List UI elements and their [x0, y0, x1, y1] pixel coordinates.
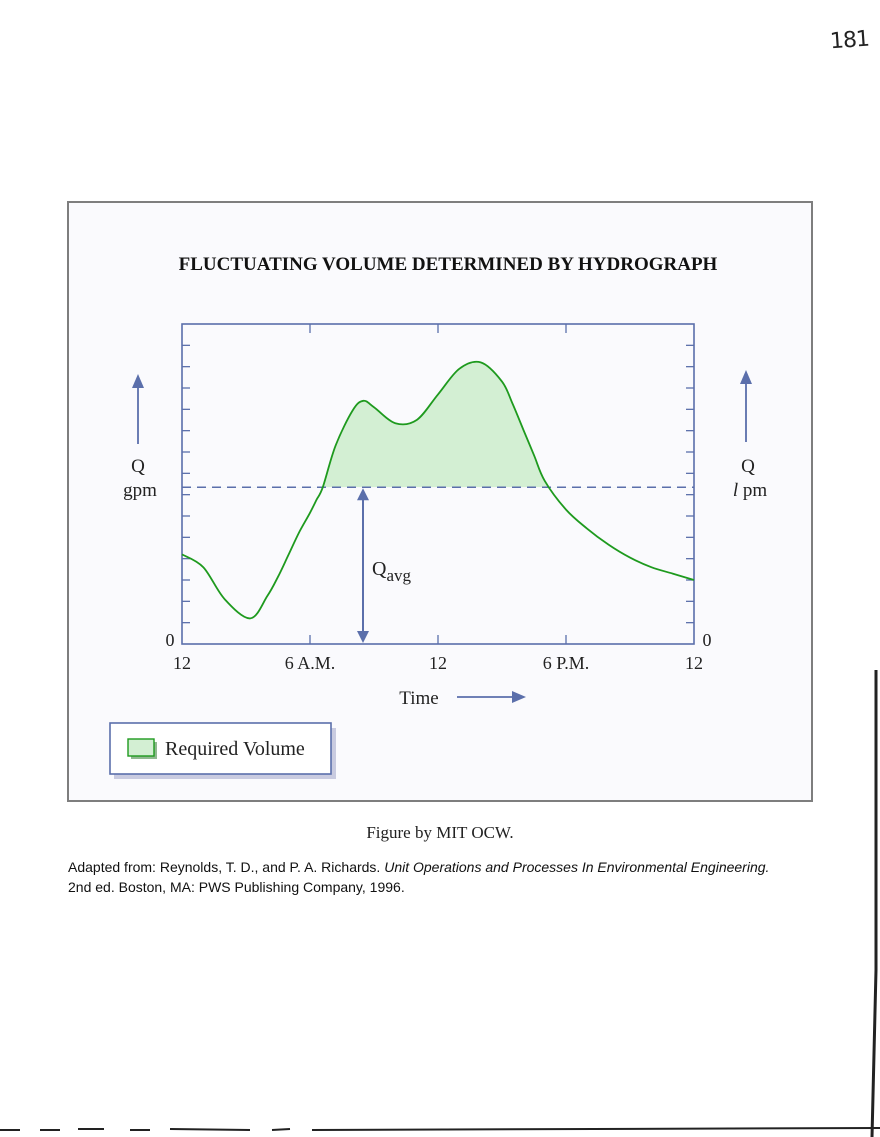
- x-tick-label: 12: [685, 653, 703, 673]
- y-zero-left: 0: [166, 630, 175, 650]
- figure-frame: [67, 201, 813, 802]
- qavg-label: Qavg: [372, 558, 411, 585]
- qavg-label-sub: avg: [386, 566, 411, 585]
- ylabel-right-unit-pm: pm: [738, 480, 767, 501]
- citation: Adapted from: Reynolds, T. D., and P. A.…: [68, 857, 828, 897]
- scan-edge-bottom: [0, 1127, 880, 1131]
- citation-prefix: Adapted from: Reynolds, T. D., and P. A.…: [68, 859, 385, 875]
- qavg-label-main: Q: [372, 558, 387, 580]
- ylabel-left-q: Q: [131, 456, 145, 477]
- xlabel-arrow-head: [512, 691, 526, 703]
- citation-title: Unit Operations and Processes In Environ…: [384, 859, 770, 875]
- ylabel-right-unit-l: l: [733, 480, 738, 501]
- hydrograph-curve: [181, 360, 695, 620]
- x-tick-label: 12: [429, 653, 447, 673]
- figure-caption: Figure by MIT OCW.: [366, 823, 514, 842]
- x-tick-label: 6 A.M.: [285, 653, 336, 673]
- ylabel-right-arrow-head: [740, 370, 752, 384]
- required-volume-area: [182, 361, 694, 488]
- citation-suffix: 2nd ed. Boston, MA: PWS Publishing Compa…: [68, 879, 405, 895]
- ylabel-right-q: Q: [741, 456, 755, 477]
- y-zero-right: 0: [703, 630, 712, 650]
- x-tick-label: 6 P.M.: [543, 653, 590, 673]
- legend-label: Required Volume: [165, 738, 305, 760]
- ylabel-left-arrow-head: [132, 374, 144, 388]
- xlabel: Time: [399, 688, 438, 709]
- scan-edge-right: [870, 670, 878, 1137]
- x-tick-label: 12: [173, 653, 191, 673]
- qavg-arrow-down-head: [357, 631, 369, 643]
- ylabel-left-unit: gpm: [123, 480, 157, 501]
- qavg-arrow-up-head: [357, 488, 369, 501]
- ylabel-right-unit: l pm: [733, 480, 768, 501]
- chart-title: FLUCTUATING VOLUME DETERMINED BY HYDROGR…: [179, 254, 718, 275]
- legend-swatch: [127, 738, 155, 757]
